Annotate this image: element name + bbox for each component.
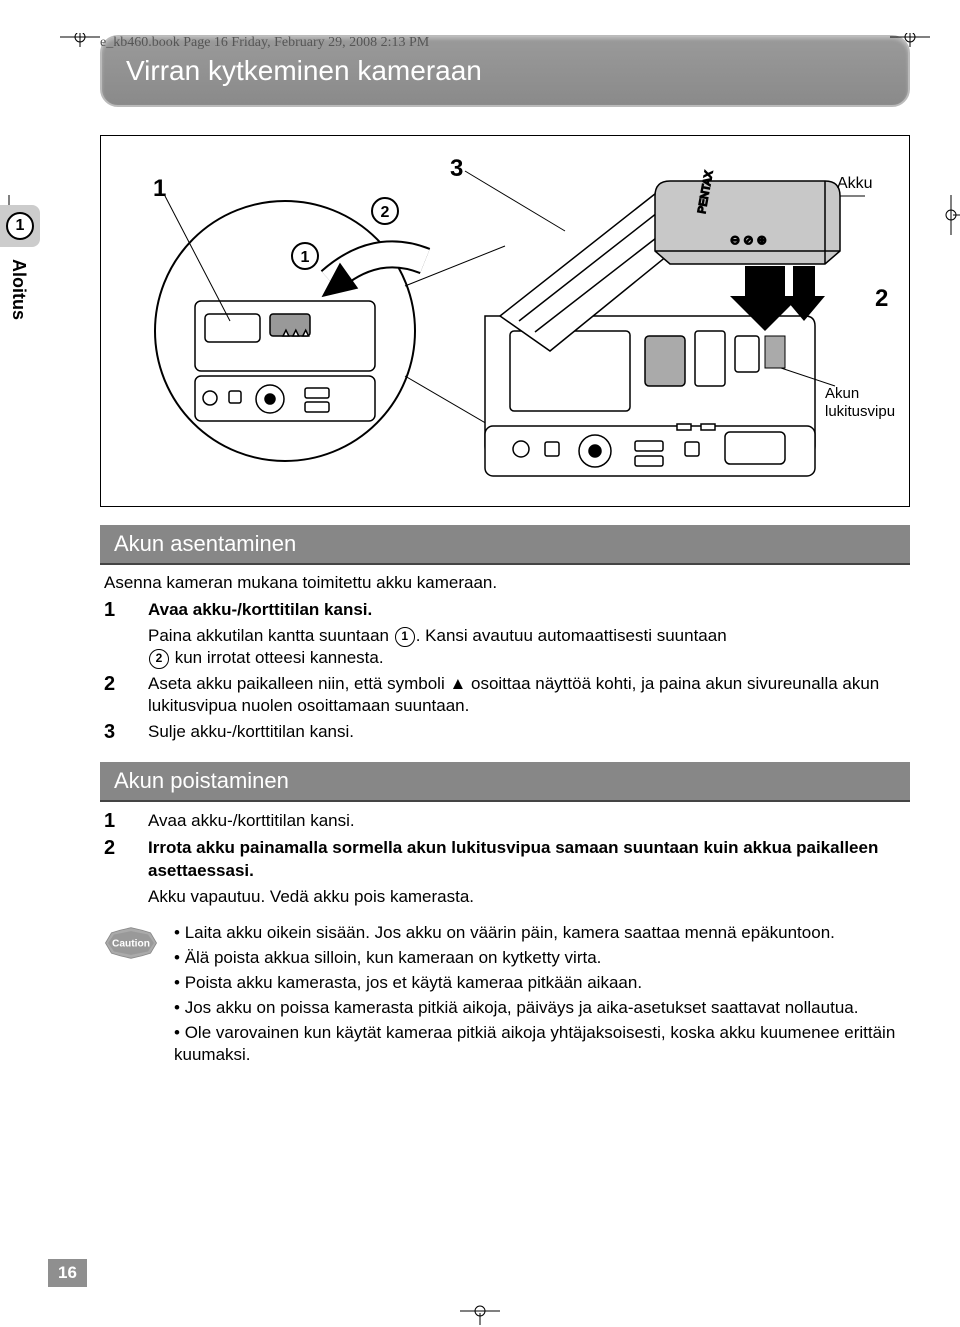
crop-mark-bottom (460, 1305, 500, 1325)
inline-circle-1: 1 (395, 627, 415, 647)
svg-text:▲▲▲: ▲▲▲ (281, 328, 311, 339)
step-num: 2 (104, 673, 148, 717)
sidebar: 1 Aloitus (0, 205, 40, 320)
step-body: Sulje akku-/korttitilan kansi. (148, 721, 906, 744)
page-number: 16 (48, 1259, 87, 1287)
svg-text:Caution: Caution (112, 938, 150, 949)
svg-text:2: 2 (381, 204, 390, 221)
step-body: Aseta akku paikalleen niin, että symboli… (148, 673, 906, 717)
section1-intro: Asenna kameran mukana toimitettu akku ka… (104, 573, 906, 593)
section-heading-remove: Akun poistaminen (100, 762, 910, 802)
diagram-label-2: 2 (875, 285, 888, 312)
akku-label: Akku (837, 175, 873, 192)
caution-item: Jos akku on poissa kamerasta pitkiä aiko… (174, 997, 910, 1020)
crop-mark-top-right (890, 33, 930, 47)
step-num: 3 (104, 721, 148, 744)
diagram-circle-1: 1 (292, 243, 318, 269)
caution-item: Laita akku oikein sisään. Jos akku on vä… (174, 922, 910, 945)
caution-list: Laita akku oikein sisään. Jos akku on vä… (174, 922, 910, 1070)
caution-icon: Caution (100, 926, 162, 960)
diagram-svg: ▲▲▲ 1 2 (105, 136, 905, 506)
lukitus-label-1: Akun (825, 385, 859, 402)
section2-steps: 1 Avaa akku-/korttitilan kansi. 2 Irrota… (104, 810, 906, 907)
caution-item: Poista akku kamerasta, jos et käytä kame… (174, 972, 910, 995)
diagram-circle-2: 2 (372, 198, 398, 224)
caution-item: Älä poista akkua silloin, kun kameraan o… (174, 947, 910, 970)
diagram-label-3: 3 (450, 155, 463, 182)
battery-diagram: ▲▲▲ 1 2 (100, 135, 910, 507)
step-num: 2 (104, 837, 148, 907)
svg-text:⊖ ⊘ ⊕: ⊖ ⊘ ⊕ (730, 233, 767, 247)
step-num: 1 (104, 599, 148, 669)
crop-mark-right (945, 195, 960, 235)
diagram-label-1: 1 (153, 175, 166, 202)
section-heading-install: Akun asentaminen (100, 525, 910, 565)
section1-steps: 1 Avaa akku-/korttitilan kansi. Paina ak… (104, 599, 906, 744)
caution-block: Caution Laita akku oikein sisään. Jos ak… (100, 922, 910, 1070)
header-crop-text: e_kb460.book Page 16 Friday, February 29… (100, 35, 429, 51)
svg-text:1: 1 (301, 249, 310, 266)
lukitus-label-2: lukitusvipu (825, 403, 895, 420)
crop-mark-top-left (60, 33, 100, 47)
caution-item: Ole varovainen kun käytät kameraa pitkiä… (174, 1022, 910, 1068)
sidebar-number: 1 (6, 212, 34, 240)
step-body: Avaa akku-/korttitilan kansi. (148, 810, 906, 833)
sidebar-label: Aloitus (8, 259, 29, 320)
step-body: Avaa akku-/korttitilan kansi. Paina akku… (148, 599, 906, 669)
step-num: 1 (104, 810, 148, 833)
step-body: Irrota akku painamalla sormella akun luk… (148, 837, 906, 907)
inline-circle-2: 2 (149, 649, 169, 669)
sidebar-tab: 1 (0, 205, 40, 247)
